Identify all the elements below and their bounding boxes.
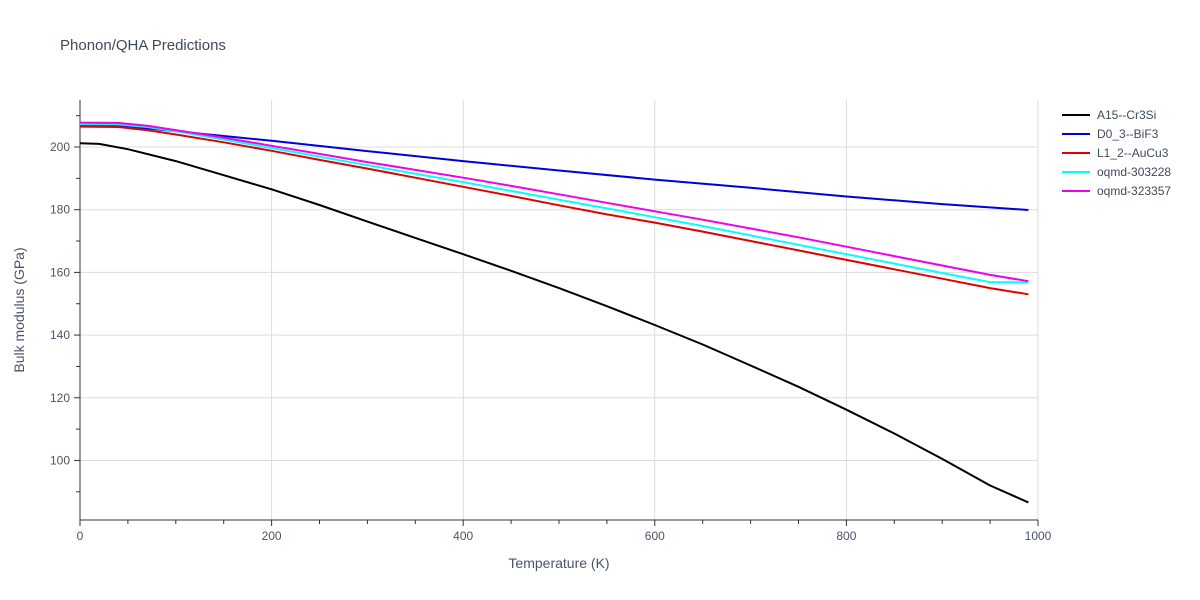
axes — [74, 100, 1039, 526]
y-tick-label: 120 — [50, 391, 70, 405]
tick-labels: 0 200 400 600 800 1000 100 120 140 160 180 200 — [50, 140, 1052, 543]
series-line-l1-2-aucu3 — [79, 125, 1029, 296]
y-tick-label: 200 — [50, 140, 70, 154]
legend-label: oqmd-323357 — [1097, 184, 1171, 198]
x-axis-label: Temperature (K) — [508, 555, 609, 571]
legend-label: L1_2--AuCu3 — [1097, 146, 1169, 160]
legend-label: A15--Cr3Si — [1097, 108, 1156, 122]
legend-item[interactable]: oqmd-323357 — [1062, 184, 1171, 198]
series-line-oqmd-323357 — [79, 121, 1029, 283]
x-tick-label: 800 — [836, 529, 856, 543]
series-line-oqmd-303228 — [79, 123, 1029, 284]
x-tick-label: 400 — [453, 529, 473, 543]
series-lines — [79, 121, 1029, 504]
y-tick-label: 100 — [50, 453, 70, 467]
y-axis-label: Bulk modulus (GPa) — [11, 247, 27, 372]
x-tick-label: 600 — [645, 529, 665, 543]
chart-title: Phonon/QHA Predictions — [60, 37, 226, 54]
legend[interactable]: A15--Cr3Si D0_3--BiF3 L1_2--AuCu3 oqmd-3032… — [1062, 108, 1171, 198]
x-tick-label: 1000 — [1025, 529, 1052, 543]
y-tick-label: 180 — [50, 203, 70, 217]
legend-item[interactable]: A15--Cr3Si — [1062, 108, 1156, 122]
series-line-a15-cr3si — [79, 142, 1029, 504]
y-tick-label: 160 — [50, 265, 70, 279]
legend-item[interactable]: L1_2--AuCu3 — [1062, 146, 1169, 160]
x-tick-label: 200 — [262, 529, 282, 543]
legend-label: D0_3--BiF3 — [1097, 127, 1159, 141]
legend-item[interactable]: D0_3--BiF3 — [1062, 127, 1159, 141]
x-tick-label: 0 — [77, 529, 84, 543]
y-tick-label: 140 — [50, 328, 70, 342]
legend-item[interactable]: oqmd-303228 — [1062, 165, 1171, 179]
legend-label: oqmd-303228 — [1097, 165, 1171, 179]
grid-lines — [80, 100, 1039, 520]
